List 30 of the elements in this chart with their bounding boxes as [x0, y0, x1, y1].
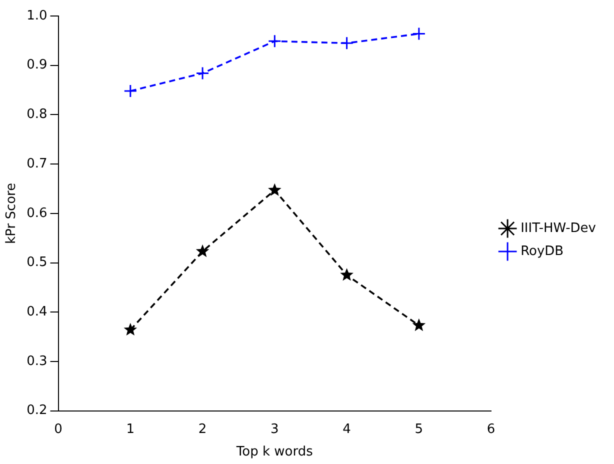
point [124, 84, 138, 98]
x-tick-label: 1 [126, 422, 135, 437]
x-tick-label: 3 [270, 422, 279, 437]
point [340, 36, 354, 50]
x-tick-label: 6 [486, 422, 496, 437]
y-tick-label: 0.5 [26, 255, 48, 270]
y-tick-label: 1.0 [26, 8, 48, 24]
x-tick-label: 0 [54, 422, 62, 437]
point [268, 183, 282, 196]
point [196, 244, 210, 258]
point [196, 66, 210, 80]
y-tick-label: 0.9 [26, 58, 48, 73]
y-tick-label: 0.6 [26, 206, 48, 221]
y-axis-title: kPr Score [4, 182, 20, 244]
point [268, 34, 282, 48]
y-tick-label: 0.2 [26, 403, 48, 418]
x-tick-label: 5 [414, 422, 424, 437]
y-tick-label: 0.7 [26, 156, 48, 172]
point [340, 268, 354, 281]
legend-label: IIIT-HW-Dev [520, 220, 596, 236]
point [124, 322, 138, 336]
y-tick-label: 0.3 [26, 354, 48, 369]
x-axis-title: Top k words [235, 444, 314, 460]
point [412, 318, 426, 332]
legend-label: RoyDB [520, 244, 564, 259]
y-tick-label: 0.4 [26, 304, 48, 320]
point [412, 27, 426, 41]
x-tick-label: 2 [198, 422, 207, 437]
y-tick-label: 0.8 [26, 107, 48, 122]
x-tick-label: 4 [342, 422, 351, 437]
